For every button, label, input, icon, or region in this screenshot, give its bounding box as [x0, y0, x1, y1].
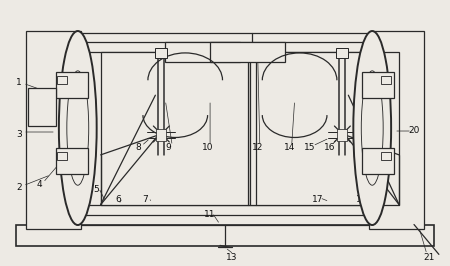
Text: 20: 20	[408, 126, 420, 135]
Bar	[57, 152, 67, 160]
Ellipse shape	[361, 71, 383, 185]
Text: 7: 7	[143, 195, 148, 204]
Bar	[56, 72, 88, 98]
Bar	[57, 76, 67, 84]
Text: 3: 3	[16, 131, 22, 139]
Bar	[156, 129, 166, 141]
Text: 15: 15	[304, 143, 315, 152]
Text: 18: 18	[356, 195, 367, 204]
Text: 9: 9	[166, 143, 171, 152]
Ellipse shape	[67, 71, 89, 185]
Text: 6: 6	[116, 195, 122, 204]
Bar	[26, 31, 81, 230]
Bar	[381, 152, 391, 160]
Text: 14: 14	[284, 143, 295, 152]
Bar	[56, 148, 88, 174]
Bar	[165, 43, 240, 62]
Text: 19: 19	[375, 195, 387, 204]
Text: 21: 21	[423, 253, 435, 262]
Bar	[155, 48, 167, 59]
Text: 16: 16	[324, 143, 335, 152]
Bar	[369, 31, 424, 230]
Ellipse shape	[353, 31, 391, 225]
Text: 5: 5	[93, 185, 99, 194]
Bar	[16, 225, 434, 246]
Ellipse shape	[59, 31, 97, 225]
Bar	[28, 88, 56, 126]
Bar	[250, 52, 399, 205]
Text: 11: 11	[204, 210, 216, 219]
Text: 17: 17	[312, 195, 323, 204]
Text: 2: 2	[16, 183, 22, 192]
Text: 13: 13	[226, 253, 238, 262]
Text: 10: 10	[202, 143, 214, 152]
Bar	[337, 48, 348, 59]
Bar	[362, 148, 394, 174]
Bar	[101, 52, 250, 205]
Bar	[210, 43, 285, 62]
Bar	[362, 72, 394, 98]
Text: 8: 8	[135, 143, 141, 152]
Text: 4: 4	[36, 180, 42, 189]
Text: 12: 12	[252, 143, 264, 152]
Bar	[381, 76, 391, 84]
Bar	[338, 129, 347, 141]
Text: 1: 1	[16, 78, 22, 87]
